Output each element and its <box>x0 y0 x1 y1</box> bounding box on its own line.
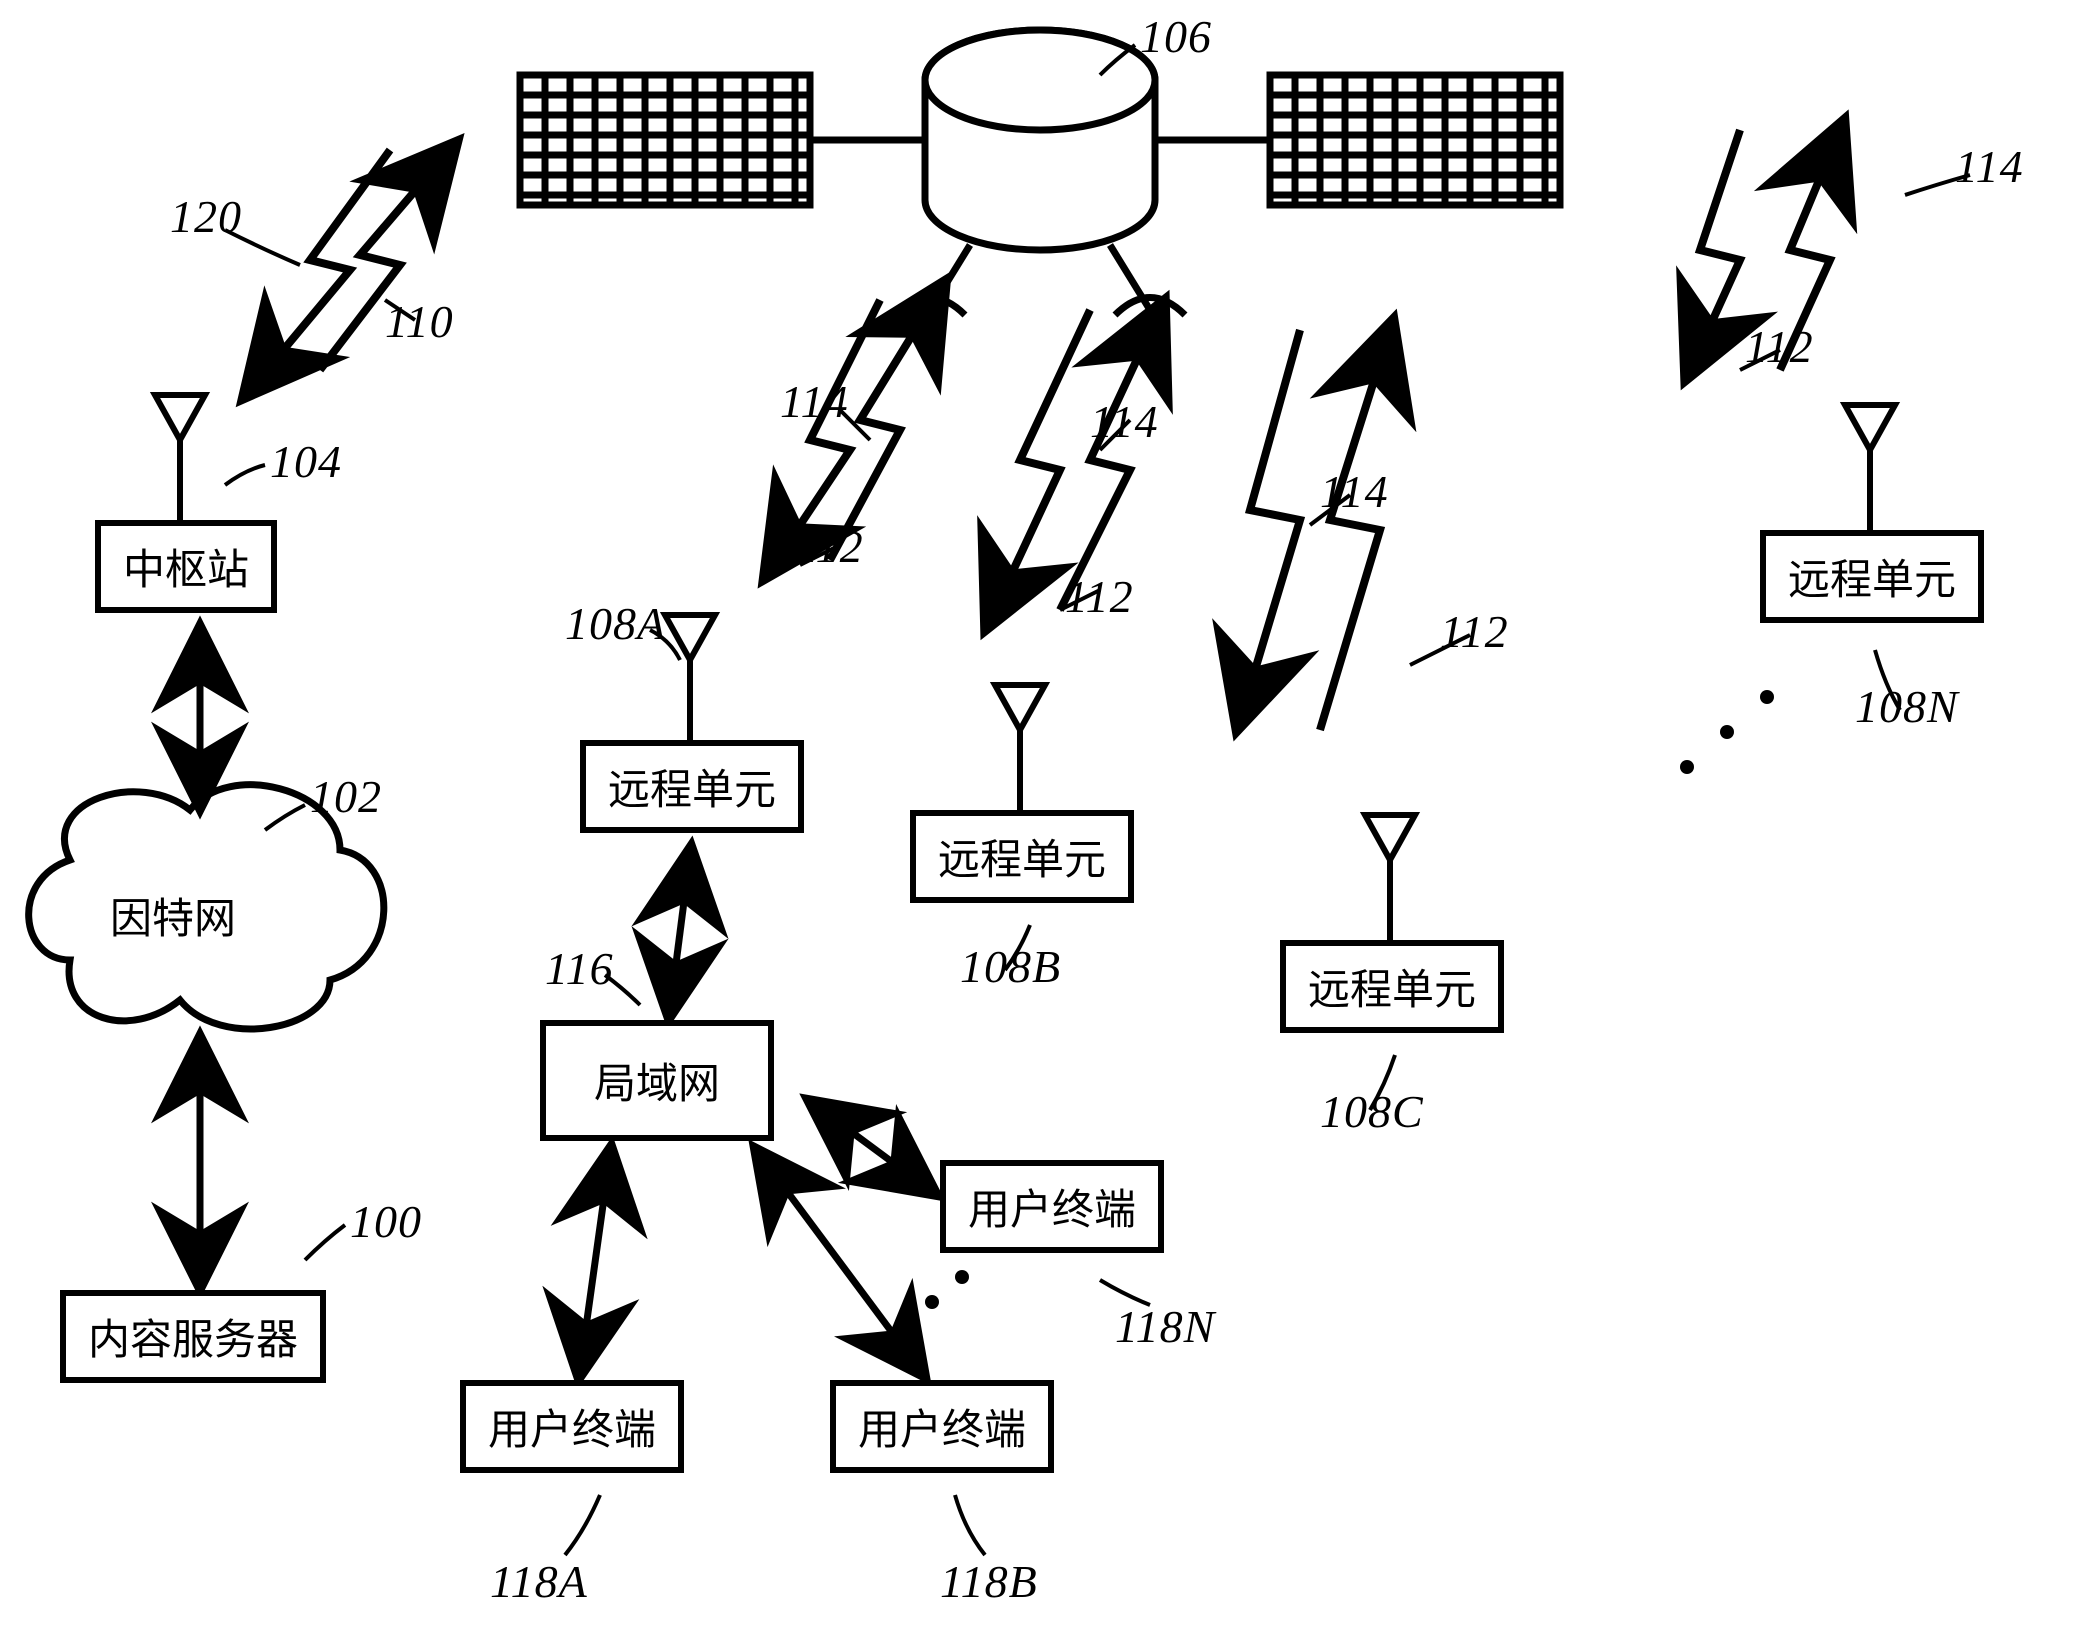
remote-unit-c-label: 远程单元 <box>1308 956 1476 1017</box>
ref-remote-b: 108B <box>960 940 1061 993</box>
ref-internet: 102 <box>310 770 382 823</box>
ref-hub-down: 120 <box>170 190 242 243</box>
ellipsis-remote-dot <box>1680 760 1694 774</box>
ref-114-n: 114 <box>1955 140 2024 193</box>
antenna-a <box>665 615 715 740</box>
diagram-canvas: 中枢站 内容服务器 远程单元 远程单元 远程单元 远程单元 局域网 用户终端 用… <box>0 0 2077 1646</box>
user-terminal-b-label: 用户终端 <box>858 1396 1026 1457</box>
ref-112-n: 112 <box>1745 320 1814 373</box>
antenna-b <box>995 685 1045 810</box>
ellipsis-remote-dot <box>1720 725 1734 739</box>
lan-box: 局域网 <box>540 1020 774 1141</box>
ref-ut-a: 118A <box>490 1555 588 1608</box>
user-terminal-a-label: 用户终端 <box>488 1396 656 1457</box>
ref-114-c: 114 <box>1320 465 1389 518</box>
ref-remote-c: 108C <box>1320 1085 1424 1138</box>
ref-ut-n: 118N <box>1115 1300 1215 1353</box>
content-server-label: 内容服务器 <box>88 1306 298 1367</box>
remote-unit-b-box: 远程单元 <box>910 810 1134 903</box>
antenna-n <box>1845 405 1895 530</box>
content-server-box: 内容服务器 <box>60 1290 326 1383</box>
user-terminal-n-box: 用户终端 <box>940 1160 1164 1253</box>
remote-unit-n-label: 远程单元 <box>1788 546 1956 607</box>
ref-112-a: 112 <box>795 520 864 573</box>
hub-station-box: 中枢站 <box>95 520 277 613</box>
ref-hub-antenna: 104 <box>270 435 342 488</box>
ref-114-b: 114 <box>1090 395 1159 448</box>
remote-unit-n-box: 远程单元 <box>1760 530 1984 623</box>
ref-remote-n: 108N <box>1855 680 1959 733</box>
hub-station-label: 中枢站 <box>123 536 249 597</box>
user-terminal-a-box: 用户终端 <box>460 1380 684 1473</box>
remote-unit-a-label: 远程单元 <box>608 756 776 817</box>
satellite-icon <box>520 30 1560 315</box>
user-terminal-b-box: 用户终端 <box>830 1380 1054 1473</box>
remote-unit-a-box: 远程单元 <box>580 740 804 833</box>
ref-remote-a: 108A <box>565 597 666 650</box>
ref-ut-b: 118B <box>940 1555 1038 1608</box>
remote-unit-c-box: 远程单元 <box>1280 940 1504 1033</box>
ref-112-b: 112 <box>1065 570 1134 623</box>
ref-content-server: 100 <box>350 1195 422 1248</box>
lan-label: 局域网 <box>594 1050 720 1111</box>
ellipsis-remote-dot <box>1760 690 1774 704</box>
ref-lan: 116 <box>545 942 614 995</box>
antenna-c <box>1365 815 1415 940</box>
user-terminal-n-label: 用户终端 <box>968 1176 1136 1237</box>
ellipsis-terminal-dot <box>895 1320 909 1334</box>
ellipsis-terminal-dot <box>955 1270 969 1284</box>
ref-114-a: 114 <box>780 375 849 428</box>
ref-satellite: 106 <box>1140 10 1212 63</box>
remote-unit-b-label: 远程单元 <box>938 826 1106 887</box>
internet-label: 因特网 <box>110 885 236 946</box>
ellipsis-terminal-dot <box>925 1295 939 1309</box>
antenna-hub <box>155 395 205 520</box>
ref-112-c: 112 <box>1440 605 1509 658</box>
ref-hub-up: 110 <box>385 295 454 348</box>
